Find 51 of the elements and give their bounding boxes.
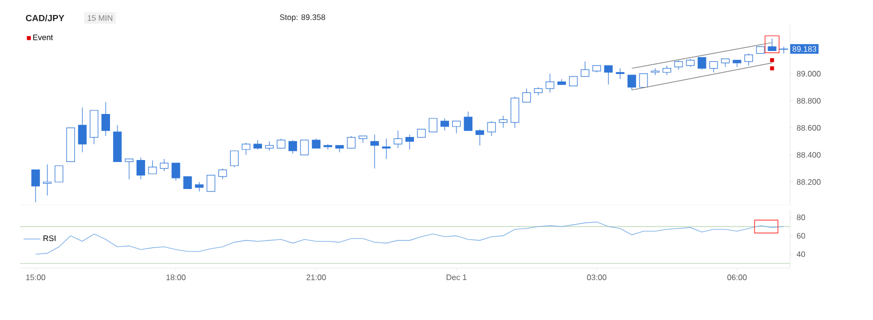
candlestick	[101, 102, 110, 136]
candlestick	[698, 57, 706, 70]
candlestick	[172, 162, 180, 181]
candlestick	[604, 65, 613, 85]
candlestick	[440, 118, 450, 131]
candlestick	[253, 140, 262, 150]
candlestick	[768, 38, 776, 52]
candlestick	[124, 158, 134, 180]
candlestick	[616, 68, 624, 80]
candlestick	[346, 136, 356, 148]
candlestick	[288, 140, 298, 154]
candlestick	[276, 138, 286, 148]
candlestick	[265, 141, 274, 152]
candlestick	[628, 74, 636, 90]
candlestick	[148, 160, 157, 174]
candlestick	[674, 60, 683, 70]
candlestick	[230, 150, 239, 168]
candlestick	[300, 140, 309, 156]
candlestick	[732, 60, 742, 68]
candlestick	[522, 88, 531, 102]
candlestick	[160, 158, 168, 172]
candlestick	[194, 182, 204, 192]
candlestick	[394, 130, 402, 148]
chart-title: CAD/JPY	[26, 14, 64, 22]
candlestick	[312, 138, 320, 148]
candlestick	[744, 53, 753, 66]
candlestick	[206, 174, 216, 192]
candlestick	[639, 73, 648, 88]
candlestick	[382, 138, 391, 160]
candlestick	[487, 120, 496, 136]
candlestick	[452, 120, 461, 134]
candlestick	[569, 76, 578, 86]
candlestick	[464, 111, 472, 131]
candlestick	[709, 61, 718, 73]
candlestick	[136, 157, 146, 180]
candlestick	[428, 118, 438, 132]
candlestick	[405, 134, 414, 150]
candlestick	[54, 165, 64, 182]
candlestick	[546, 73, 554, 93]
candlestick	[31, 170, 40, 203]
candlestick	[218, 168, 227, 180]
candlestick	[183, 176, 192, 190]
candlestick	[662, 65, 672, 76]
candlestick	[370, 134, 379, 169]
candlestick	[476, 128, 484, 146]
candlestick	[78, 107, 87, 153]
line-series	[35, 222, 784, 255]
candlestick	[498, 115, 508, 128]
candlestick	[242, 142, 250, 156]
candlestick	[580, 61, 590, 77]
candlestick	[43, 164, 52, 196]
